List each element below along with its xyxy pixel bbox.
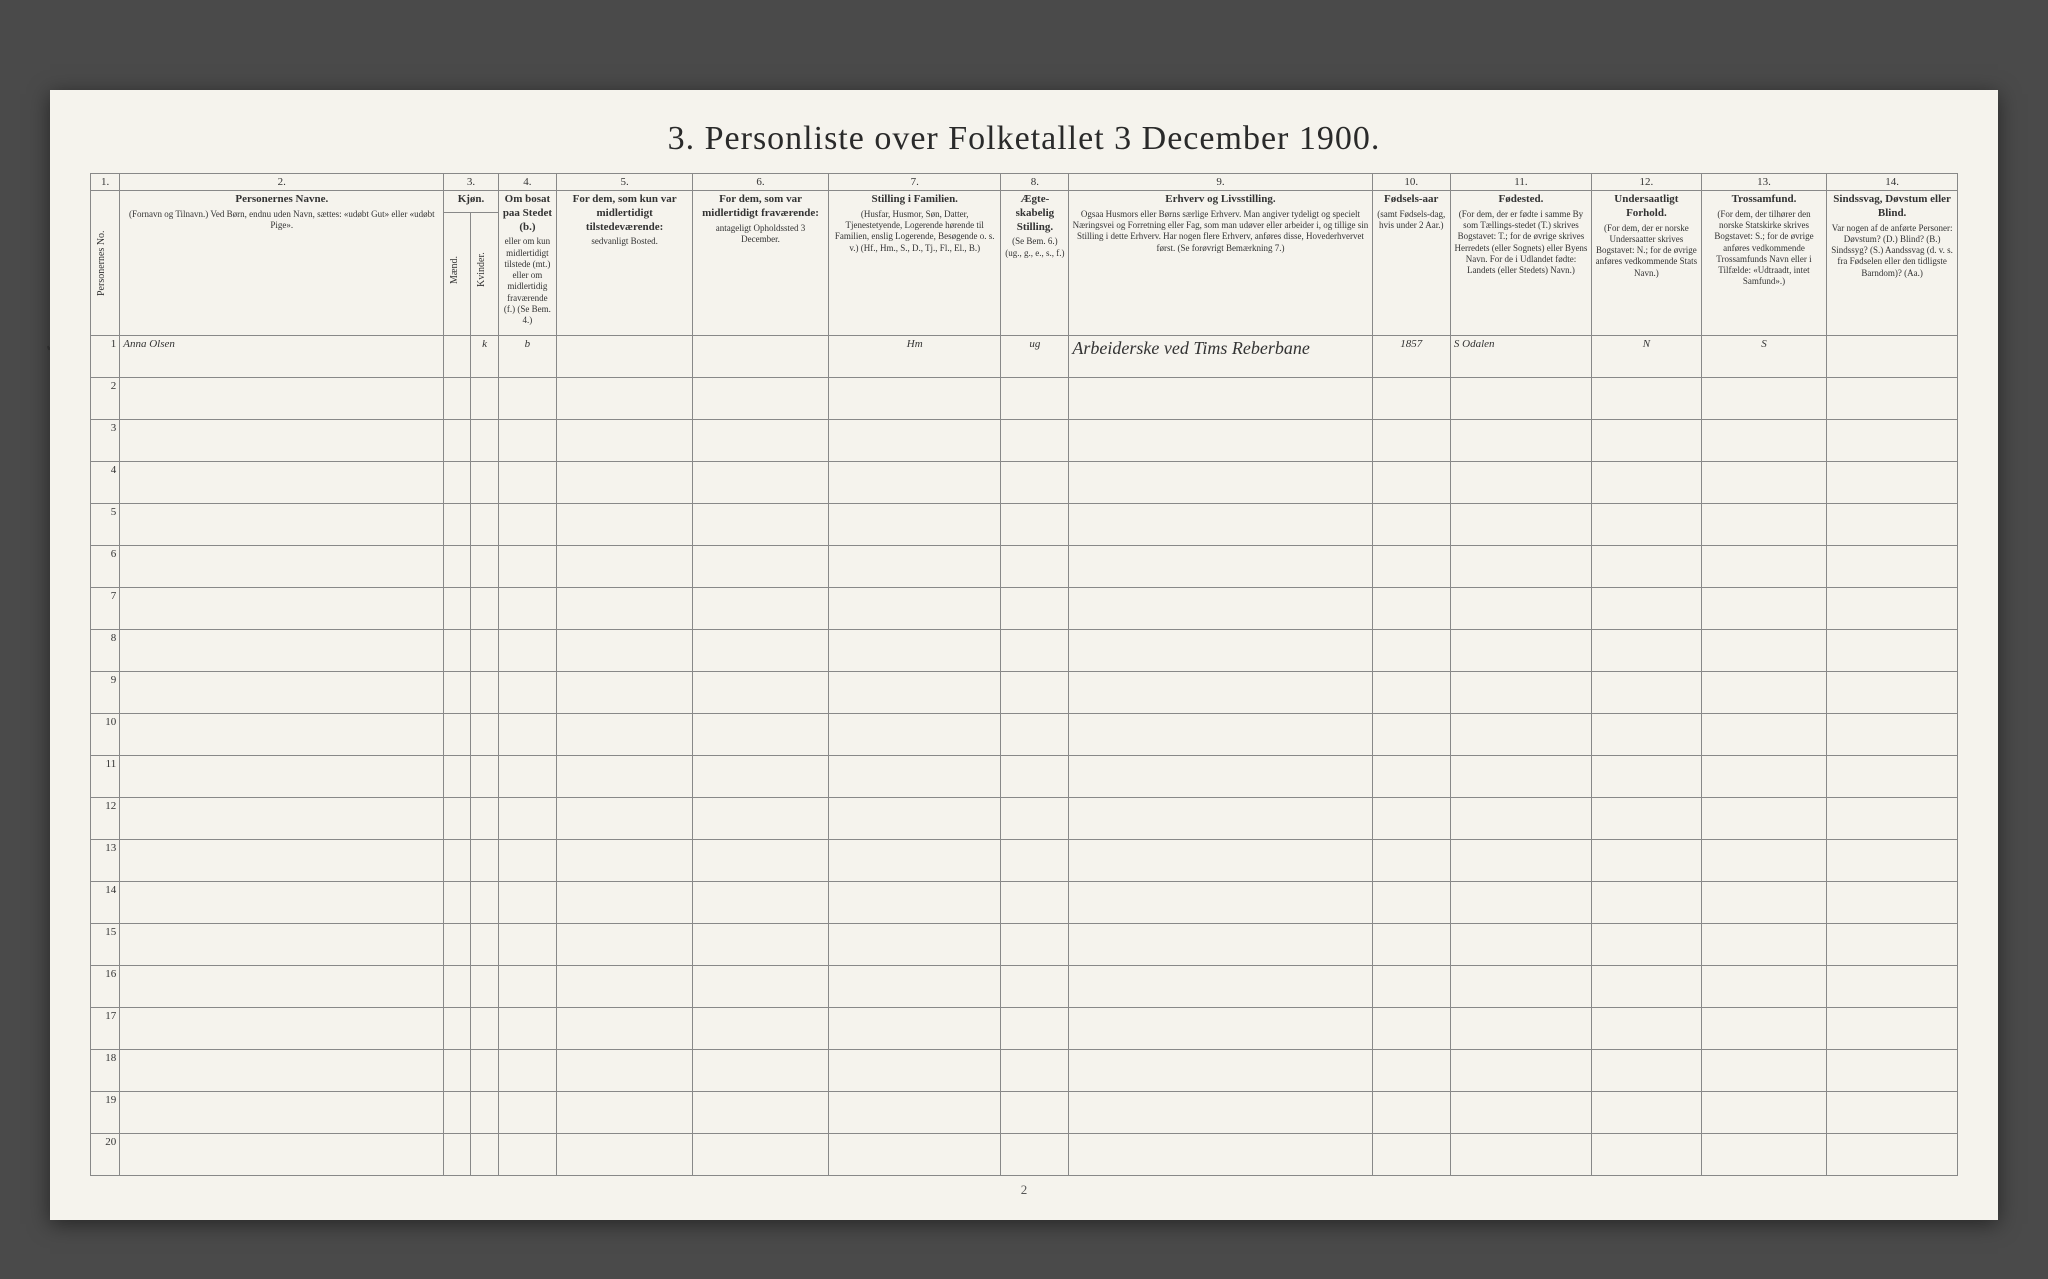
header-bosat: Om bosat paa Stedet (b.) eller om kun mi…	[498, 191, 557, 336]
col-num: 12.	[1592, 174, 1702, 191]
table-row: 12	[91, 798, 1958, 840]
table-row: 17	[91, 1008, 1958, 1050]
cell-egte: ug	[1001, 336, 1069, 378]
row-number: 20	[91, 1134, 120, 1176]
header-row: Personernes No. Personernes Navne. (Forn…	[91, 191, 1958, 213]
row-number: 17	[91, 1008, 120, 1050]
row-number: 6	[91, 546, 120, 588]
row-number: 5	[91, 504, 120, 546]
cell-maend	[444, 336, 471, 378]
header-name: Personernes Navne. (Fornavn og Tilnavn.)…	[120, 191, 444, 336]
cell-c6	[693, 336, 829, 378]
row-number: 12	[91, 798, 120, 840]
header-kvinder: Kvinder.	[471, 213, 498, 336]
cell-c14	[1827, 336, 1958, 378]
col-num: 10.	[1372, 174, 1450, 191]
row-number: 7	[91, 588, 120, 630]
col-number-row: 1. 2. 3. 4. 5. 6. 7. 8. 9. 10. 11. 12. 1…	[91, 174, 1958, 191]
cell-stilling-fam: Hm	[828, 336, 1000, 378]
table-row: 4	[91, 462, 1958, 504]
col-num: 1.	[91, 174, 120, 191]
table-row: 19	[91, 1092, 1958, 1134]
header-fodested: Fødested. (For dem, der er fødte i samme…	[1450, 191, 1591, 336]
row-number: 16	[91, 966, 120, 1008]
col-num: 7.	[828, 174, 1000, 191]
col-num: 14.	[1827, 174, 1958, 191]
cell-bosat: b	[498, 336, 557, 378]
header-kjon: Kjøn.	[444, 191, 498, 213]
row-number: 18	[91, 1050, 120, 1092]
cell-undersaat: N	[1592, 336, 1702, 378]
table-row: 2	[91, 378, 1958, 420]
header-midl-fravaer: For dem, som var midlertidigt fraværende…	[693, 191, 829, 336]
page-title: 3. Personliste over Folketallet 3 Decemb…	[90, 120, 1958, 158]
table-row: 20	[91, 1134, 1958, 1176]
header-fodselsaar: Fødsels-aar (samt Fødsels-dag, hvis unde…	[1372, 191, 1450, 336]
census-table: 1. 2. 3. 4. 5. 6. 7. 8. 9. 10. 11. 12. 1…	[90, 173, 1958, 1176]
cell-fodested: S Odalen	[1450, 336, 1591, 378]
table-row: 7	[91, 588, 1958, 630]
row-number: 13	[91, 840, 120, 882]
col-num: 3.	[444, 174, 498, 191]
col-num: 9.	[1069, 174, 1372, 191]
header-erhverv: Erhverv og Livsstilling. Ogsaa Husmors e…	[1069, 191, 1372, 336]
row-number: 3	[91, 420, 120, 462]
header-maend: Mænd.	[444, 213, 471, 336]
header-person-no: Personernes No.	[91, 191, 120, 336]
cell-tros: S	[1701, 336, 1826, 378]
cell-fodselsaar: 1857	[1372, 336, 1450, 378]
col-num: 5.	[557, 174, 693, 191]
row-number: 19	[91, 1092, 120, 1134]
col-num: 6.	[693, 174, 829, 191]
header-sindssvag: Sindssvag, Døvstum eller Blind. Var noge…	[1827, 191, 1958, 336]
header-egteskab: Ægte-skabelig Stilling. (Se Bem. 6.) (ug…	[1001, 191, 1069, 336]
cell-erhverv: Arbeiderske ved Tims Reberbane	[1069, 336, 1372, 378]
table-row: 9	[91, 672, 1958, 714]
table-row: 8	[91, 630, 1958, 672]
row-number: 1	[91, 336, 120, 378]
cell-kvinder: k	[471, 336, 498, 378]
row-number: 15	[91, 924, 120, 966]
col-num: 4.	[498, 174, 557, 191]
row-number: 4	[91, 462, 120, 504]
table-row: 5	[91, 504, 1958, 546]
row-number: 8	[91, 630, 120, 672]
table-row: 13	[91, 840, 1958, 882]
row-number: 14	[91, 882, 120, 924]
header-midl-tilstede: For dem, som kun var midlertidigt tilste…	[557, 191, 693, 336]
page-number: 2	[90, 1182, 1958, 1198]
row-number: 2	[91, 378, 120, 420]
row-number: 11	[91, 756, 120, 798]
col-num: 11.	[1450, 174, 1591, 191]
table-row: 15	[91, 924, 1958, 966]
cell-name: Anna Olsen	[120, 336, 444, 378]
header-undersaat: Undersaatligt Forhold. (For dem, der er …	[1592, 191, 1702, 336]
table-row: 1 Anna Olsen k b Hm ug Arbeiderske ved T…	[91, 336, 1958, 378]
col-num: 2.	[120, 174, 444, 191]
table-row: 16	[91, 966, 1958, 1008]
table-row: 6	[91, 546, 1958, 588]
document-page: 3. Personliste over Folketallet 3 Decemb…	[50, 90, 1998, 1220]
col-num: 13.	[1701, 174, 1826, 191]
table-row: 18	[91, 1050, 1958, 1092]
row-number: 9	[91, 672, 120, 714]
header-stilling-fam: Stilling i Familien. (Husfar, Husmor, Sø…	[828, 191, 1000, 336]
row-number: 10	[91, 714, 120, 756]
col-num: 8.	[1001, 174, 1069, 191]
cell-c5	[557, 336, 693, 378]
table-row: 10	[91, 714, 1958, 756]
table-body: 1 Anna Olsen k b Hm ug Arbeiderske ved T…	[91, 336, 1958, 1176]
table-row: 14	[91, 882, 1958, 924]
header-tros: Trossamfund. (For dem, der tilhører den …	[1701, 191, 1826, 336]
table-row: 3	[91, 420, 1958, 462]
table-row: 11	[91, 756, 1958, 798]
